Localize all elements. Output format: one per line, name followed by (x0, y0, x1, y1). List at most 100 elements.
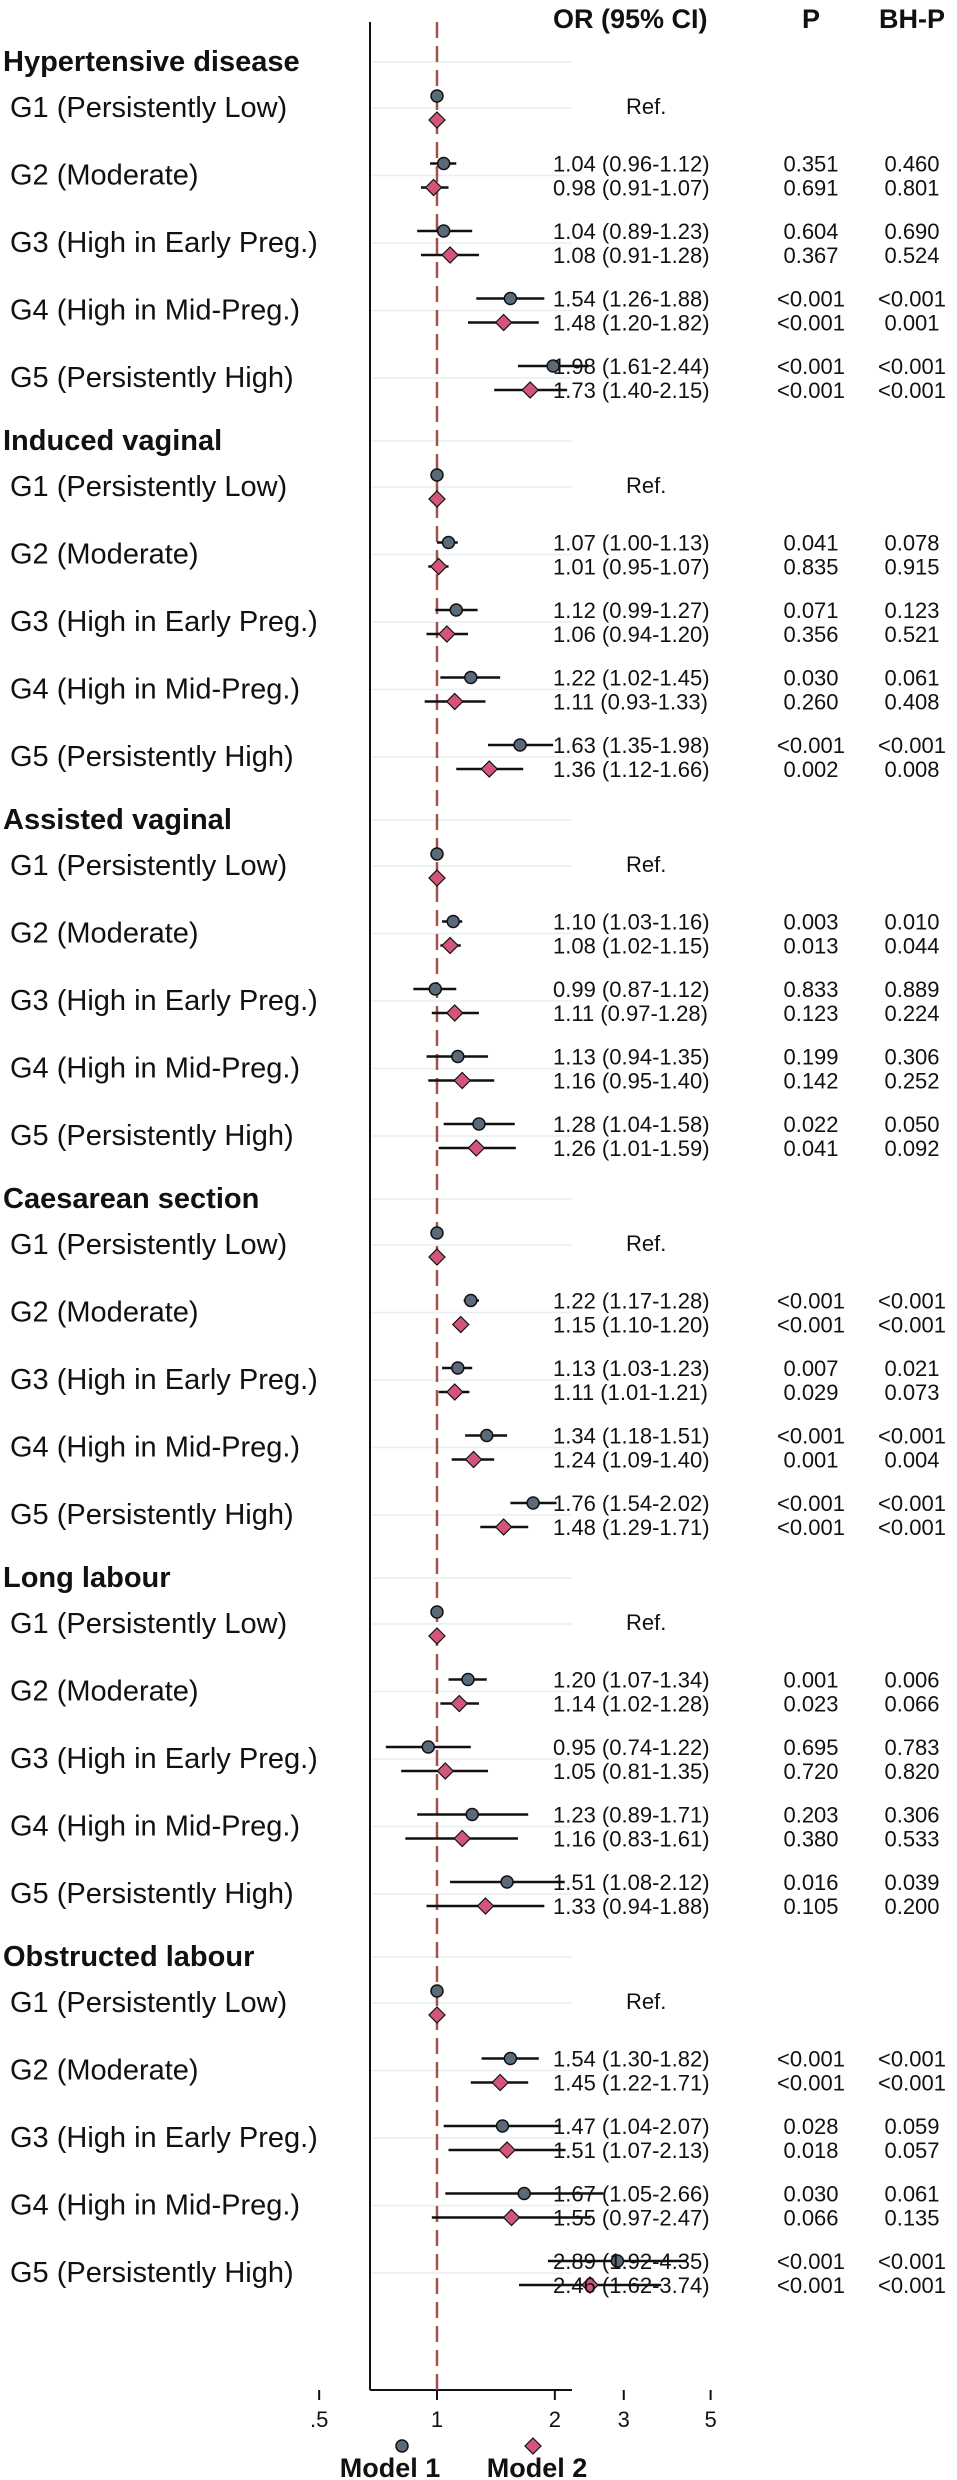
point-model-2 (453, 1071, 472, 1090)
group-label: G2 (Moderate) (10, 1297, 199, 1329)
point-model-2 (445, 692, 464, 711)
group-label: G5 (Persistently High) (10, 1878, 294, 1910)
bh-p-model-2: 0.533 (884, 1827, 939, 1852)
bh-p-model-2: <0.001 (878, 378, 946, 403)
legend-label-model-1: Model 1 (340, 2453, 441, 2480)
p-value-model-2: 0.105 (783, 1894, 838, 1919)
point-model-2 (424, 178, 443, 197)
group-label: G2 (Moderate) (10, 1676, 199, 1708)
outcome-heading: Caesarean section (3, 1183, 259, 1215)
group-label: G2 (Moderate) (10, 918, 199, 950)
p-value-model-2: 0.018 (783, 2138, 838, 2163)
point-model-2 (494, 313, 513, 332)
point-model-1 (500, 1875, 514, 1889)
group-label: G4 (High in Mid-Preg.) (10, 295, 300, 327)
or-ci-model-1: 1.13 (1.03-1.23) (553, 1356, 710, 1381)
group-label: G3 (High in Early Preg.) (10, 1743, 318, 1775)
or-ci-model-1: 1.76 (1.54-2.02) (553, 1491, 710, 1516)
or-ci-model-1: 1.54 (1.30-1.82) (553, 2047, 710, 2072)
outcome-heading: Hypertensive disease (3, 46, 300, 78)
p-value-model-1: 0.695 (783, 1735, 838, 1760)
bh-p-model-2: 0.524 (884, 243, 939, 268)
or-ci-model-2: 2.46 (1.62-3.74) (553, 2273, 710, 2298)
bh-p-model-1: 0.306 (884, 1045, 939, 1070)
outcome-heading: Assisted vaginal (3, 804, 232, 836)
or-ci-model-1: 1.22 (1.17-1.28) (553, 1289, 710, 1314)
group-label: G5 (Persistently High) (10, 1120, 294, 1152)
point-model-1 (449, 603, 464, 617)
bh-p-model-2: 0.820 (884, 1759, 939, 1784)
point-model-1 (461, 1672, 475, 1687)
ref-label: Ref. (626, 1610, 666, 1635)
group-label: G3 (High in Early Preg.) (10, 606, 318, 638)
point-model-2 (436, 1762, 455, 1780)
bh-p-model-1: 0.059 (884, 2114, 939, 2139)
p-value-model-1: 0.199 (783, 1045, 838, 1070)
or-ci-model-2: 1.51 (1.07-2.13) (553, 2138, 710, 2163)
point-model-1 (436, 156, 451, 171)
point-model-1 (464, 1293, 478, 1308)
point-model-2 (467, 1139, 486, 1157)
group-label: G1 (Persistently Low) (10, 1608, 287, 1640)
ref-label: Ref. (626, 852, 666, 877)
group-label: G2 (Moderate) (10, 2055, 199, 2087)
or-ci-model-2: 1.48 (1.29-1.71) (553, 1515, 710, 1540)
bh-p-model-1: 0.306 (884, 1803, 939, 1828)
group-label: G5 (Persistently High) (10, 2257, 294, 2289)
or-ci-model-1: 1.13 (0.94-1.35) (553, 1045, 710, 1070)
bh-p-model-1: 0.783 (884, 1735, 939, 1760)
or-ci-model-1: 1.28 (1.04-1.58) (553, 1112, 710, 1137)
header-bh-p: BH-P (879, 4, 945, 34)
point-model-2 (491, 2073, 510, 2092)
p-value-model-2: 0.041 (783, 1136, 838, 1161)
point-model-1 (546, 359, 560, 373)
point-model-2 (441, 936, 459, 955)
p-value-model-2: 0.002 (783, 757, 838, 782)
or-ci-model-2: 1.16 (0.95-1.40) (553, 1069, 710, 1094)
p-value-model-2: 0.367 (783, 243, 838, 268)
point-model-2 (476, 1897, 495, 1915)
or-ci-model-2: 1.11 (1.01-1.21) (553, 1380, 708, 1405)
bh-p-model-2: 0.408 (884, 690, 939, 715)
or-ci-model-2: 1.24 (1.09-1.40) (553, 1448, 710, 1473)
x-tick-label: 1 (431, 2407, 443, 2432)
group-label: G1 (Persistently Low) (10, 471, 287, 503)
or-ci-model-2: 1.73 (1.40-2.15) (553, 378, 710, 403)
p-value-model-1: 0.007 (783, 1356, 838, 1381)
group-label: G1 (Persistently Low) (10, 1987, 287, 2019)
bh-p-model-2: <0.001 (878, 1515, 946, 1540)
point-model-2 (428, 490, 446, 508)
p-value-model-2: 0.029 (783, 1380, 838, 1405)
or-ci-model-1: 1.63 (1.35-1.98) (553, 733, 710, 758)
ref-label: Ref. (626, 94, 666, 119)
p-value-model-2: 0.123 (783, 1001, 838, 1026)
or-ci-model-2: 1.26 (1.01-1.59) (553, 1136, 710, 1161)
ref-label: Ref. (626, 473, 666, 498)
point-model-1 (610, 2254, 625, 2268)
p-value-model-2: 0.023 (783, 1692, 838, 1717)
x-tick-label: .5 (310, 2407, 328, 2432)
bh-p-model-1: <0.001 (878, 287, 946, 312)
bh-p-model-1: 0.690 (884, 219, 939, 244)
or-ci-model-2: 0.98 (0.91-1.07) (553, 176, 710, 201)
point-model-2 (502, 2208, 521, 2227)
group-label: G1 (Persistently Low) (10, 850, 287, 882)
point-model-1 (513, 738, 527, 752)
or-ci-model-2: 1.08 (1.02-1.15) (553, 934, 710, 959)
point-model-2 (428, 2006, 446, 2024)
or-ci-model-1: 1.22 (1.02-1.45) (553, 666, 710, 691)
bh-p-model-2: 0.001 (884, 311, 939, 336)
p-value-model-1: 0.203 (783, 1803, 838, 1828)
point-model-2 (428, 869, 446, 887)
bh-p-model-2: 0.252 (884, 1069, 939, 1094)
bh-p-model-2: 0.801 (884, 176, 939, 201)
ref-label: Ref. (626, 1231, 666, 1256)
bh-p-model-2: 0.057 (884, 2138, 939, 2163)
point-model-2 (498, 2141, 516, 2159)
point-model-2 (428, 1248, 446, 1266)
or-ci-model-2: 1.45 (1.22-1.71) (553, 2071, 710, 2096)
point-model-2 (445, 1383, 464, 1401)
p-value-model-1: 0.001 (783, 1668, 838, 1693)
p-value-model-1: <0.001 (777, 2249, 845, 2274)
